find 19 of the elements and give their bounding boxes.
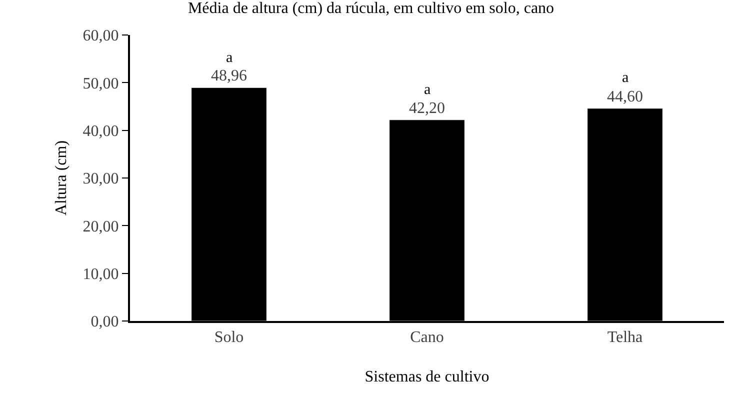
y-tick-label: 40,00 — [82, 122, 119, 140]
data-label: 48,96 — [211, 68, 247, 85]
y-axis-title: Altura (cm) — [53, 140, 70, 216]
chart-title: Média de altura (cm) da rúcula, em cultivo em solo, cano — [188, 0, 554, 18]
data-label: 44,60 — [607, 88, 643, 106]
x-tick-label: Solo — [214, 329, 244, 346]
annotation: a — [622, 70, 629, 86]
x-tick-label: Cano — [410, 329, 444, 346]
annotation: a — [226, 50, 233, 66]
x-tick-label: Telha — [607, 329, 643, 346]
y-tick-label: 60,00 — [82, 28, 119, 45]
y-tick-label: 10,00 — [82, 266, 119, 283]
y-tick-label: 20,00 — [82, 218, 119, 236]
data-label: 42,20 — [409, 100, 445, 117]
annotation: a — [424, 82, 431, 98]
x-axis-title: Sistemas de cultivo — [364, 368, 490, 386]
y-tick-label: 30,00 — [82, 170, 119, 188]
y-tick-label: 0,00 — [90, 314, 119, 331]
y-tick-label: 50,00 — [82, 75, 119, 92]
